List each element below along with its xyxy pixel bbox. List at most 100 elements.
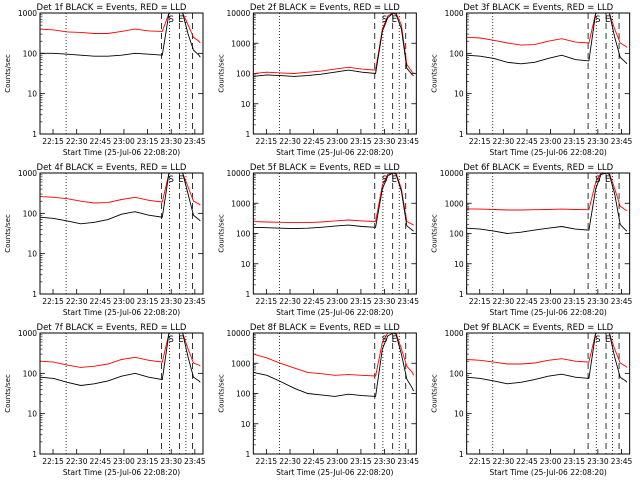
chart-panel-3: Det 3f BLACK = Events, RED = LLD Counts/s… bbox=[431, 3, 633, 157]
x-tick-label: 23:00 bbox=[326, 457, 348, 466]
x-tick-label: 22:15 bbox=[42, 137, 64, 146]
series-line-red-lld bbox=[466, 332, 628, 368]
x-tick-label: 23:00 bbox=[113, 297, 135, 306]
x-tick-label: 23:30 bbox=[160, 457, 182, 466]
x-axis-label: Start Time (25-Jul-06 22:08:20) bbox=[489, 148, 606, 157]
chart-title: Det 8f BLACK = Events, RED = LLD bbox=[250, 323, 400, 333]
x-tick-label: 23:30 bbox=[374, 297, 396, 306]
x-tick-label: 22:15 bbox=[469, 457, 491, 466]
x-tick-label: 22:45 bbox=[89, 137, 111, 146]
marker-e: E bbox=[605, 335, 610, 345]
x-tick-label: 22:15 bbox=[256, 457, 278, 466]
chart-title: Det 1f BLACK = Events, RED = LLD bbox=[37, 3, 187, 13]
y-tick-label: 1 bbox=[246, 450, 251, 459]
y-tick-label: 100 bbox=[23, 49, 38, 58]
chart-title: Det 5f BLACK = Events, RED = LLD bbox=[250, 163, 400, 173]
x-tick-label: 23:00 bbox=[540, 457, 562, 466]
plot-frame bbox=[252, 332, 417, 455]
y-axis-label: Counts/sec bbox=[217, 214, 225, 253]
y-tick-label: 1 bbox=[459, 450, 464, 459]
y-tick-label: 10 bbox=[454, 90, 464, 99]
y-tick-label: 1000 bbox=[18, 169, 37, 178]
x-tick-label: 23:45 bbox=[611, 137, 633, 146]
series-line-black-events bbox=[253, 332, 415, 397]
chart-panel-9: Det 9f BLACK = Events, RED = LLD Counts/s… bbox=[431, 323, 633, 477]
series-line-red-lld bbox=[253, 332, 415, 377]
x-tick-label: 23:45 bbox=[397, 137, 419, 146]
x-tick-label: 22:15 bbox=[469, 297, 491, 306]
y-axis-label: Counts/sec bbox=[431, 214, 439, 253]
x-axis-label: Start Time (25-Jul-06 22:08:20) bbox=[63, 468, 180, 477]
x-tick-label: 22:30 bbox=[493, 137, 515, 146]
y-tick-label: 1 bbox=[246, 130, 251, 139]
marker-e: E bbox=[392, 335, 397, 345]
series-line-red-lld bbox=[39, 172, 201, 206]
y-tick-label: 1 bbox=[459, 130, 464, 139]
y-tick-label: 10000 bbox=[226, 9, 250, 18]
y-tick-label: 100 bbox=[23, 209, 38, 218]
x-tick-label: 23:45 bbox=[184, 297, 206, 306]
x-tick-label: 23:00 bbox=[326, 137, 348, 146]
y-tick-label: 10 bbox=[27, 250, 37, 259]
y-tick-label: 1000 bbox=[231, 359, 250, 368]
x-tick-label: 22:45 bbox=[303, 137, 325, 146]
x-axis-label: Start Time (25-Jul-06 22:08:20) bbox=[63, 308, 180, 317]
x-tick-label: 23:15 bbox=[350, 457, 372, 466]
series-line-black-events bbox=[466, 12, 628, 65]
y-axis-label: Counts/sec bbox=[4, 214, 12, 253]
y-tick-label: 1000 bbox=[18, 329, 37, 338]
series-line-red-lld bbox=[466, 172, 628, 211]
x-tick-label: 22:45 bbox=[303, 297, 325, 306]
y-tick-label: 1 bbox=[246, 290, 251, 299]
marker-e: E bbox=[178, 335, 183, 345]
x-tick-label: 23:15 bbox=[563, 297, 585, 306]
y-tick-label: 100 bbox=[236, 70, 251, 79]
series-line-black-events bbox=[466, 172, 628, 234]
plot-frame bbox=[39, 172, 204, 295]
chart-title: Det 2f BLACK = Events, RED = LLD bbox=[250, 3, 400, 13]
plot-frame bbox=[252, 172, 417, 295]
series-line-red-lld bbox=[39, 12, 201, 44]
marker-s: S bbox=[595, 175, 600, 185]
x-tick-label: 22:15 bbox=[42, 297, 64, 306]
x-axis-label: Start Time (25-Jul-06 22:08:20) bbox=[489, 308, 606, 317]
x-tick-label: 22:30 bbox=[66, 457, 88, 466]
series-line-black-events bbox=[40, 12, 201, 58]
y-tick-label: 10 bbox=[241, 100, 251, 109]
marker-s: S bbox=[595, 335, 600, 345]
x-tick-label: 22:45 bbox=[89, 297, 111, 306]
x-tick-label: 23:30 bbox=[587, 297, 609, 306]
y-tick-label: 100 bbox=[449, 230, 464, 239]
x-tick-label: 23:00 bbox=[113, 137, 135, 146]
y-tick-label: 1 bbox=[32, 290, 37, 299]
x-tick-label: 23:00 bbox=[326, 297, 348, 306]
x-tick-label: 23:15 bbox=[563, 457, 585, 466]
x-axis-label: Start Time (25-Jul-06 22:08:20) bbox=[276, 308, 393, 317]
marker-s: S bbox=[382, 335, 387, 345]
x-tick-label: 22:30 bbox=[66, 137, 88, 146]
y-tick-label: 1000 bbox=[18, 9, 37, 18]
x-tick-label: 23:15 bbox=[137, 457, 159, 466]
y-axis-label: Counts/sec bbox=[431, 374, 439, 413]
series-line-black-events bbox=[39, 172, 201, 225]
chart-panel-2: Det 2f BLACK = Events, RED = LLD Counts/s… bbox=[217, 3, 419, 157]
x-tick-label: 23:45 bbox=[397, 297, 419, 306]
plot-frame bbox=[39, 332, 204, 455]
chart-panel-6: Det 6f BLACK = Events, RED = LLD Counts/s… bbox=[431, 163, 633, 317]
y-tick-label: 10 bbox=[241, 260, 251, 269]
y-tick-label: 100 bbox=[236, 230, 251, 239]
series-line-red-lld bbox=[466, 12, 628, 48]
y-axis-label: Counts/sec bbox=[217, 374, 225, 413]
chart-panel-5: Det 5f BLACK = Events, RED = LLD Counts/s… bbox=[217, 163, 419, 317]
marker-e: E bbox=[178, 15, 183, 25]
y-axis-label: Counts/sec bbox=[4, 54, 12, 93]
marker-s: S bbox=[382, 175, 387, 185]
x-tick-label: 23:45 bbox=[397, 457, 419, 466]
y-tick-label: 100 bbox=[23, 369, 38, 378]
x-tick-label: 22:15 bbox=[256, 137, 278, 146]
y-tick-label: 100 bbox=[449, 49, 464, 58]
x-tick-label: 23:30 bbox=[587, 457, 609, 466]
y-tick-label: 100 bbox=[236, 390, 251, 399]
x-tick-label: 22:30 bbox=[493, 457, 515, 466]
marker-s: S bbox=[595, 15, 600, 25]
